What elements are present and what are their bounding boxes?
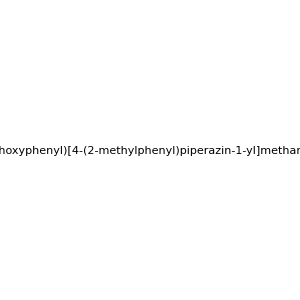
Text: (4-Methoxyphenyl)[4-(2-methylphenyl)piperazin-1-yl]methanethione: (4-Methoxyphenyl)[4-(2-methylphenyl)pipe… (0, 146, 300, 157)
